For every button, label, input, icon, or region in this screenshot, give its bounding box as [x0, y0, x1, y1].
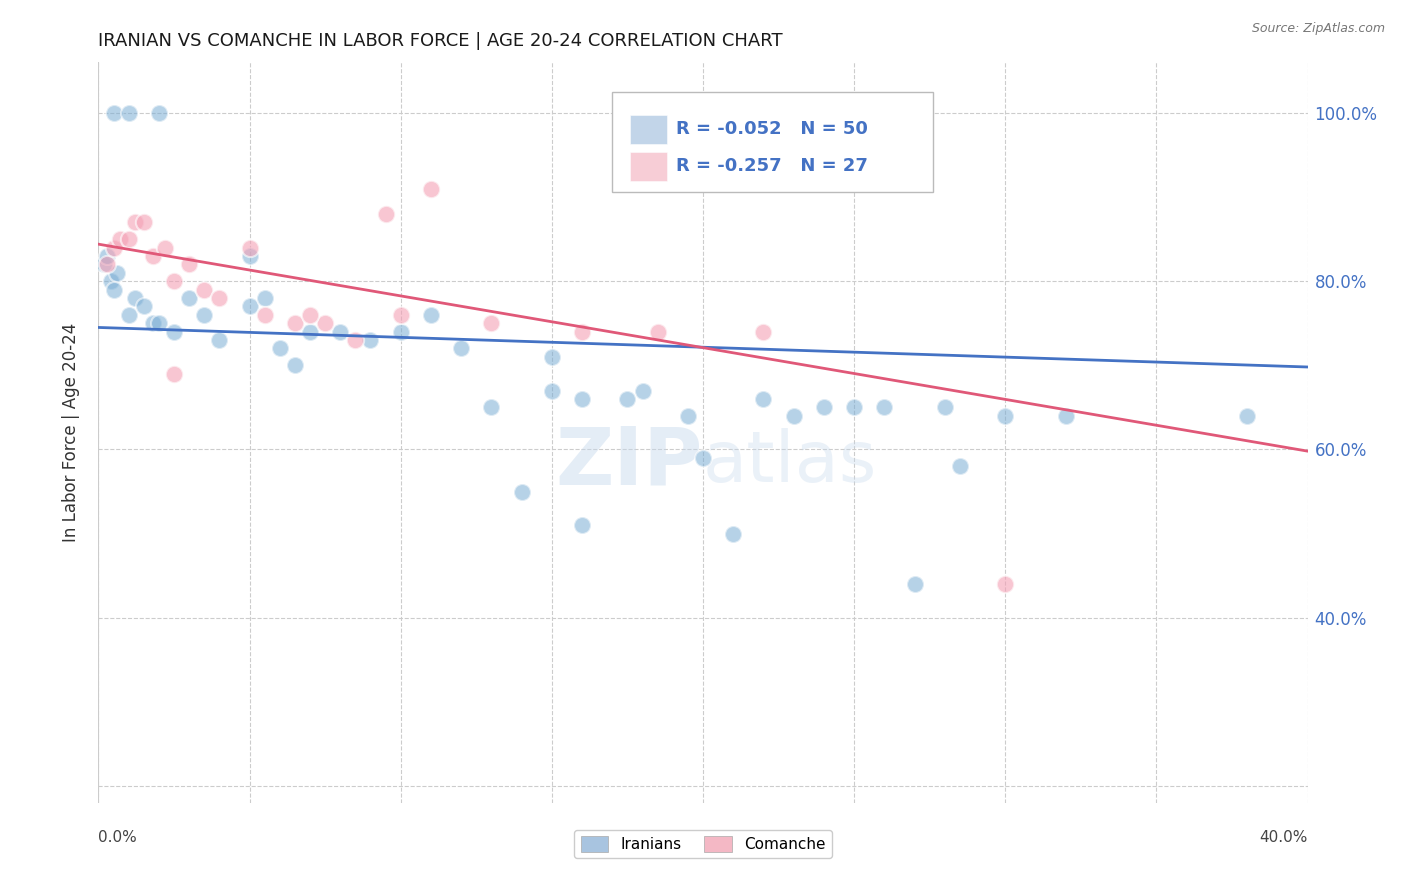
Point [752, 325, 775, 339]
Point [540, 384, 562, 398]
FancyBboxPatch shape [613, 92, 932, 192]
Point [148, 316, 170, 330]
Point [103, 283, 125, 297]
Text: R = -0.052   N = 50: R = -0.052 N = 50 [676, 120, 869, 138]
Point [163, 274, 186, 288]
Point [783, 409, 806, 423]
Point [389, 308, 412, 322]
Point [179, 257, 201, 271]
Text: 0.0%: 0.0% [98, 830, 138, 845]
Point [481, 401, 503, 415]
Point [676, 409, 699, 423]
Point [949, 459, 972, 474]
Text: ZIP: ZIP [555, 423, 703, 501]
Point [994, 577, 1017, 591]
Point [163, 325, 186, 339]
Point [108, 232, 131, 246]
Point [103, 106, 125, 120]
Text: R = -0.257   N = 27: R = -0.257 N = 27 [676, 158, 869, 176]
Point [142, 249, 165, 263]
Text: IRANIAN VS COMANCHE IN LABOR FORCE | AGE 20-24 CORRELATION CHART: IRANIAN VS COMANCHE IN LABOR FORCE | AGE… [98, 32, 783, 50]
Point [360, 333, 382, 347]
Point [284, 359, 307, 373]
Point [420, 308, 443, 322]
Point [329, 325, 352, 339]
Point [103, 240, 125, 255]
Point [374, 207, 396, 221]
Point [132, 300, 155, 314]
Point [420, 181, 443, 195]
Text: 40.0%: 40.0% [1260, 830, 1308, 845]
Text: Source: ZipAtlas.com: Source: ZipAtlas.com [1251, 22, 1385, 36]
Point [873, 401, 896, 415]
Point [96, 257, 118, 271]
Point [299, 325, 322, 339]
Point [118, 106, 141, 120]
Point [96, 249, 118, 263]
Point [284, 316, 307, 330]
Point [1054, 409, 1077, 423]
Point [450, 342, 472, 356]
Point [571, 392, 593, 406]
Point [118, 232, 141, 246]
Point [631, 384, 654, 398]
Point [179, 291, 201, 305]
Point [299, 308, 322, 322]
Bar [630, 115, 666, 145]
Point [269, 342, 291, 356]
Point [1236, 409, 1258, 423]
Point [813, 401, 835, 415]
Point [904, 577, 927, 591]
Bar [630, 152, 666, 181]
Point [193, 308, 215, 322]
Point [193, 283, 215, 297]
Point [481, 316, 503, 330]
Point [208, 333, 231, 347]
Text: atlas: atlas [703, 428, 877, 497]
Point [239, 300, 262, 314]
Point [692, 450, 714, 465]
Point [118, 308, 141, 322]
Point [239, 249, 262, 263]
Point [314, 316, 336, 330]
Legend: Iranians, Comanche: Iranians, Comanche [575, 830, 831, 858]
Point [153, 240, 176, 255]
Point [647, 325, 669, 339]
Point [100, 274, 122, 288]
Point [124, 215, 146, 229]
Point [994, 409, 1017, 423]
Point [253, 308, 276, 322]
Point [124, 291, 146, 305]
Point [239, 240, 262, 255]
Point [540, 350, 562, 364]
Point [253, 291, 276, 305]
Point [93, 257, 115, 271]
Point [723, 526, 745, 541]
Y-axis label: In Labor Force | Age 20-24: In Labor Force | Age 20-24 [62, 323, 80, 542]
Point [389, 325, 412, 339]
Point [142, 316, 165, 330]
Point [510, 484, 533, 499]
Point [163, 367, 186, 381]
Point [934, 401, 956, 415]
Point [616, 392, 638, 406]
Point [208, 291, 231, 305]
Point [752, 392, 775, 406]
Point [105, 266, 128, 280]
Point [571, 518, 593, 533]
Point [571, 325, 593, 339]
Point [148, 106, 170, 120]
Point [844, 401, 866, 415]
Point [344, 333, 367, 347]
Point [132, 215, 155, 229]
